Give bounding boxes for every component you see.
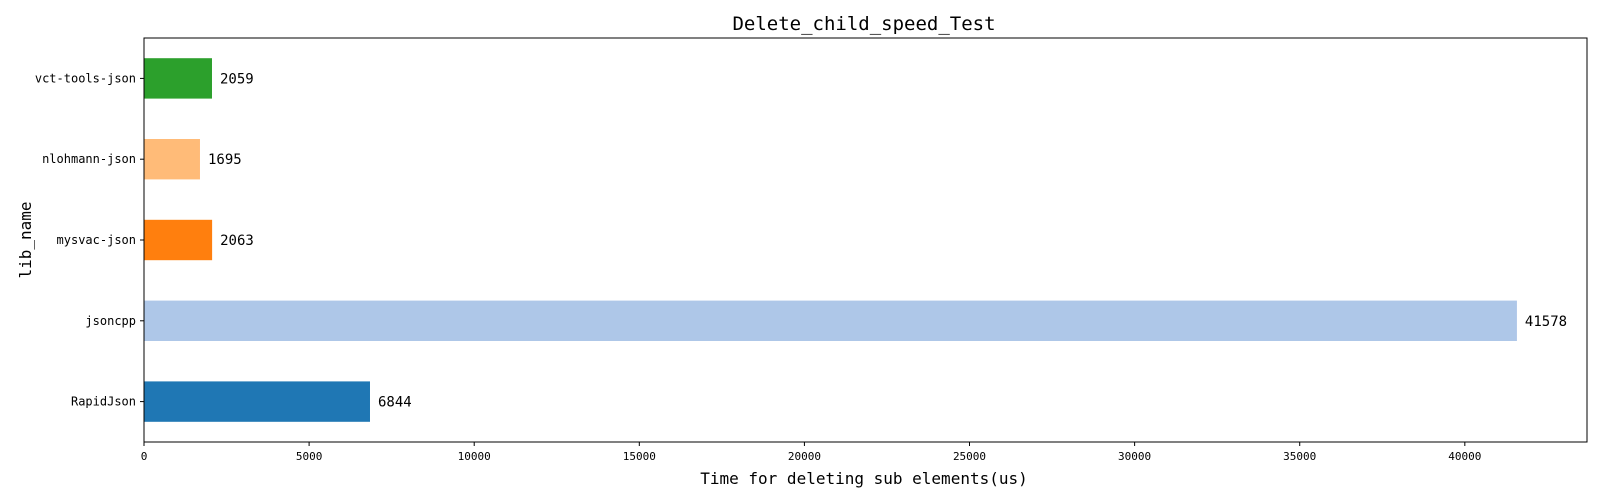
x-tick-label: 25000 <box>953 450 986 463</box>
bar-rapidjson <box>144 381 370 422</box>
x-tick-label: 30000 <box>1118 450 1151 463</box>
plot-area: RapidJson 6844 jsoncpp 41578 mysvac-json 2063… <box>35 37 1588 463</box>
bar-nlohmann-json <box>144 139 200 180</box>
category-label: jsoncpp <box>85 314 136 328</box>
bar-vct-tools-json <box>144 58 212 99</box>
bar-jsoncpp <box>144 300 1517 341</box>
category-label: mysvac-json <box>57 233 136 247</box>
x-axis-label: Time for deleting sub elements(us) <box>700 469 1028 488</box>
data-label: 2059 <box>220 71 254 87</box>
y-axis-label: lib_name <box>16 201 35 278</box>
data-label: 2063 <box>220 233 254 249</box>
x-tick-label: 5000 <box>296 450 323 463</box>
x-tick-label: 10000 <box>458 450 491 463</box>
bar-mysvac-json <box>144 219 213 261</box>
x-tick-label: 35000 <box>1283 450 1316 463</box>
category-label: nlohmann-json <box>42 152 136 166</box>
chart-title: Delete_child_speed_Test <box>732 13 995 35</box>
x-tick-label: 40000 <box>1448 450 1481 463</box>
plot-frame <box>143 37 1588 443</box>
category-label: RapidJson <box>71 395 136 409</box>
x-tick-label: 15000 <box>623 450 656 463</box>
category-label: vct-tools-json <box>35 71 136 85</box>
x-tick-label: 0 <box>141 450 148 463</box>
data-label: 6844 <box>378 395 412 411</box>
x-tick-label: 20000 <box>788 450 821 463</box>
data-label: 41578 <box>1525 314 1567 330</box>
data-label: 1695 <box>208 152 242 168</box>
